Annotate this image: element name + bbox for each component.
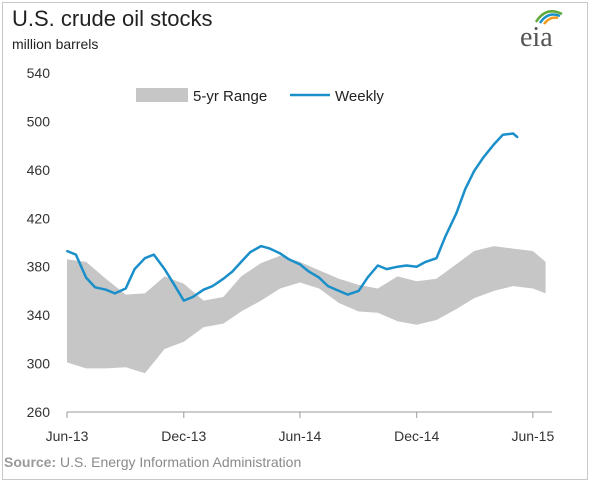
weekly-point (231, 270, 234, 273)
source-label: Source: (4, 454, 57, 470)
range-band-layer (67, 246, 546, 374)
axis-layer: 260 300 340 380 420 460 500 540 Jun-13 Dec-13 Jun-… (27, 65, 555, 444)
weekly-point (240, 260, 243, 263)
logo-arc-green (534, 10, 563, 23)
legend: 5-yr Range Weekly (136, 88, 384, 105)
logo-arc-blue (538, 13, 561, 24)
weekly-point (288, 258, 291, 261)
weekly-point (260, 245, 262, 248)
weekly-point (455, 212, 458, 215)
weekly-point (376, 264, 379, 267)
weekly-point (366, 276, 369, 279)
source-text: U.S. Energy Information Administration (56, 454, 302, 470)
weekly-point (298, 263, 301, 266)
weekly-point (222, 277, 225, 280)
weekly-point (249, 251, 252, 254)
weekly-point (346, 293, 349, 296)
weekly-point (191, 296, 194, 298)
weekly-point (415, 265, 418, 268)
y-tick-label: 380 (27, 259, 51, 275)
legend-label-range: 5-yr Range (193, 88, 267, 105)
weekly-point (163, 268, 166, 271)
weekly-point (327, 285, 329, 288)
source-note: Source: U.S. Energy Information Administ… (4, 454, 301, 470)
weekly-point (279, 252, 282, 255)
chart-title: U.S. crude oil stocks (12, 6, 213, 31)
chart-frame (2, 2, 588, 480)
weekly-point (424, 260, 427, 263)
weekly-point (182, 299, 185, 302)
weekly-point (211, 285, 214, 288)
weekly-point (444, 235, 447, 238)
weekly-point (143, 257, 146, 260)
x-tick-label: Jun-14 (279, 428, 322, 444)
legend-label-weekly: Weekly (335, 88, 384, 105)
x-tick-label: Dec-14 (394, 428, 439, 444)
weekly-point (104, 288, 107, 291)
x-tick-label: Jun-15 (511, 428, 554, 444)
weekly-point (492, 143, 495, 146)
logo-arc-orange (543, 16, 559, 25)
range-band (67, 246, 546, 374)
weekly-point (202, 288, 205, 291)
y-tick-label: 420 (27, 210, 51, 226)
weekly-point (152, 253, 155, 256)
y-tick-label: 460 (27, 162, 51, 178)
weekly-point (482, 156, 485, 159)
weekly-point (307, 270, 310, 273)
weekly-point (357, 289, 360, 292)
weekly-point (501, 133, 504, 136)
weekly-point (337, 289, 340, 292)
weekly-point (435, 257, 438, 260)
eia-logo: eia (520, 10, 563, 50)
y-tick-label: 300 (27, 356, 51, 372)
weekly-point (133, 268, 136, 271)
weekly-point (94, 286, 97, 289)
x-tick-label: Dec-13 (161, 428, 206, 444)
weekly-point (385, 268, 388, 271)
weekly-point (473, 170, 476, 173)
weekly-point (66, 250, 68, 252)
weekly-point (85, 276, 88, 279)
weekly-point (172, 282, 175, 285)
weekly-point (516, 136, 519, 139)
logo-text: eia (520, 22, 553, 50)
weekly-point (512, 132, 515, 135)
y-tick-label: 540 (27, 65, 51, 81)
weekly-point (74, 253, 77, 256)
y-tick-label: 500 (27, 113, 51, 129)
x-tick-label: Jun-13 (46, 428, 89, 444)
weekly-line-layer (66, 132, 519, 302)
weekly-point (113, 292, 116, 295)
weekly-point (318, 276, 321, 279)
weekly-point (268, 247, 271, 250)
weekly-point (396, 265, 399, 268)
weekly-line (66, 132, 519, 302)
weekly-point (464, 188, 467, 191)
weekly-point (405, 264, 408, 267)
weekly-point (124, 287, 127, 290)
legend-swatch-range (136, 88, 188, 102)
chart-subtitle: million barrels (12, 36, 99, 52)
y-tick-label: 340 (27, 307, 51, 323)
y-tick-label: 260 (27, 404, 51, 420)
